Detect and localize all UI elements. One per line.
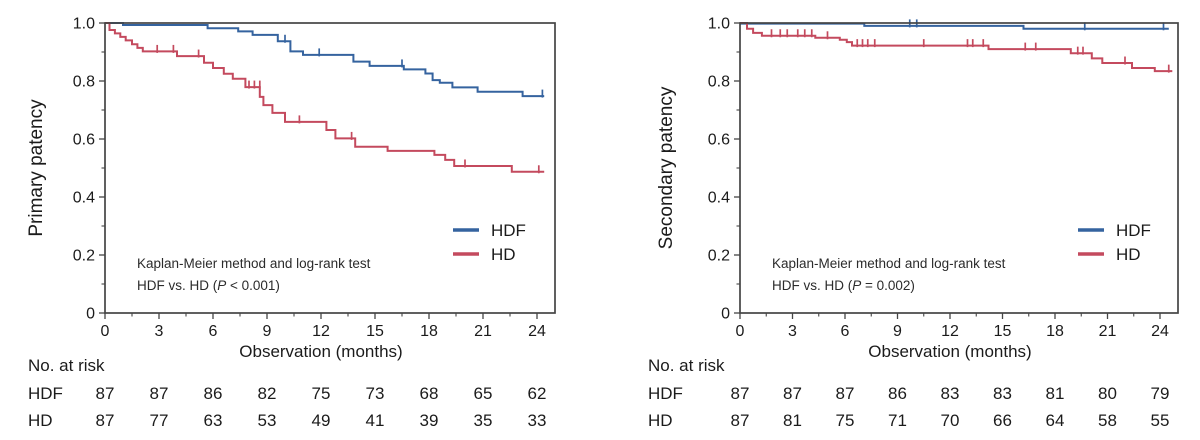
risk-value-hd: 55 [1151,411,1170,430]
y-tick-label: 0.8 [708,74,730,91]
risk-value-hdf: 81 [1046,384,1065,403]
risk-value-hdf: 87 [150,384,169,403]
risk-value-hd: 71 [888,411,907,430]
x-tick-label: 12 [312,323,330,340]
risk-value-hdf: 87 [731,384,750,403]
y-tick-label: 0.4 [73,190,95,207]
primary-patency-chart: 0 3 6 9 12 15 18 21 24 1.0 0.8 0.6 0.4 0.2 0 87 87 86 82 75… [26,16,556,431]
x-tick-label: 18 [1046,323,1064,340]
secondary-generated-plot: 0 3 6 9 12 15 18 21 24 1.0 0.8 0.6 0.4 0.2 0 87 87 87 86 83… [708,16,1173,430]
risk-value-hd: 53 [258,411,277,430]
km-curve-hdf [740,22,1169,30]
x-tick-label: 18 [420,323,438,340]
y-tick-label: 1.0 [73,16,95,33]
risk-value-hd: 35 [474,411,493,430]
x-tick-label: 0 [736,323,745,340]
risk-value-hd: 77 [150,411,169,430]
risk-value-hd: 58 [1098,411,1117,430]
legend-label-hdf: HDF [1116,221,1151,240]
annotation-method-text: Kaplan-Meier method and log-rank test [772,256,1006,271]
risk-value-hd: 70 [941,411,960,430]
annotation-method-text: Kaplan-Meier method and log-rank test [137,256,371,271]
y-tick-label: 0.6 [73,132,95,149]
risk-row-label-hdf: HDF [648,384,683,403]
legend-label-hd: HD [491,245,516,264]
y-tick-label: 0.2 [708,248,730,265]
x-tick-label: 6 [209,323,218,340]
risk-row-label-hdf: HDF [28,384,63,403]
x-tick-label: 9 [893,323,902,340]
y-axis-label: Primary patency [26,99,47,237]
risk-value-hdf: 79 [1151,384,1170,403]
risk-value-hdf: 80 [1098,384,1117,403]
risk-table-title: No. at risk [648,356,725,375]
x-tick-label: 15 [366,323,384,340]
risk-value-hd: 41 [366,411,385,430]
x-tick-label: 21 [474,323,492,340]
x-tick-label: 12 [941,323,959,340]
x-axis-label: Observation (months) [868,342,1031,361]
x-tick-label: 0 [101,323,110,340]
risk-value-hd: 63 [204,411,223,430]
risk-value-hdf: 68 [420,384,439,403]
plot-frame [739,22,1179,314]
risk-value-hdf: 62 [528,384,547,403]
annotation-pvalue-text: HDF vs. HD (P = 0.002) [772,278,915,293]
risk-value-hd: 66 [993,411,1012,430]
risk-value-hd: 64 [1046,411,1065,430]
y-axis-label: Secondary patency [656,86,677,249]
y-tick-label: 0 [721,306,730,323]
x-tick-label: 6 [841,323,850,340]
risk-value-hdf: 65 [474,384,493,403]
risk-value-hdf: 73 [366,384,385,403]
risk-value-hdf: 87 [783,384,802,403]
km-curve-hd [740,22,1173,73]
risk-value-hd: 33 [528,411,547,430]
x-tick-label: 24 [1151,323,1169,340]
legend-label-hd: HD [1116,245,1141,264]
risk-row-label-hd: HD [28,411,53,430]
y-tick-label: 0.8 [73,74,95,91]
risk-value-hdf: 87 [836,384,855,403]
risk-table-title: No. at risk [28,356,105,375]
x-tick-label: 3 [155,323,164,340]
risk-value-hd: 39 [420,411,439,430]
risk-value-hd: 87 [731,411,750,430]
x-axis-label: Observation (months) [239,342,402,361]
risk-value-hd: 49 [312,411,331,430]
risk-value-hdf: 87 [96,384,115,403]
annotation-pvalue-text: HDF vs. HD (P < 0.001) [137,278,280,293]
y-tick-label: 0.6 [708,132,730,149]
km-curve-hdf [105,22,545,98]
y-tick-label: 0.4 [708,190,730,207]
x-tick-label: 3 [788,323,797,340]
x-tick-label: 24 [528,323,546,340]
plot-frame [104,22,556,314]
km-curve-hd [105,22,545,173]
y-tick-label: 1.0 [708,16,730,33]
risk-value-hdf: 83 [941,384,960,403]
x-tick-label: 21 [1099,323,1117,340]
risk-value-hdf: 86 [888,384,907,403]
x-tick-label: 9 [263,323,272,340]
y-tick-label: 0.2 [73,248,95,265]
risk-row-label-hd: HD [648,411,673,430]
primary-generated-plot: 0 3 6 9 12 15 18 21 24 1.0 0.8 0.6 0.4 0.2 0 87 87 86 82 75… [73,16,547,431]
risk-value-hd: 75 [836,411,855,430]
secondary-patency-chart: 0 3 6 9 12 15 18 21 24 1.0 0.8 0.6 0.4 0.2 0 87 87 87 86 83… [648,16,1179,430]
risk-value-hdf: 86 [204,384,223,403]
y-tick-label: 0 [86,306,95,323]
risk-value-hdf: 83 [993,384,1012,403]
risk-value-hd: 81 [783,411,802,430]
risk-value-hdf: 82 [258,384,277,403]
x-tick-label: 15 [994,323,1012,340]
risk-value-hd: 87 [96,411,115,430]
legend-label-hdf: HDF [491,221,526,240]
risk-value-hdf: 75 [312,384,331,403]
